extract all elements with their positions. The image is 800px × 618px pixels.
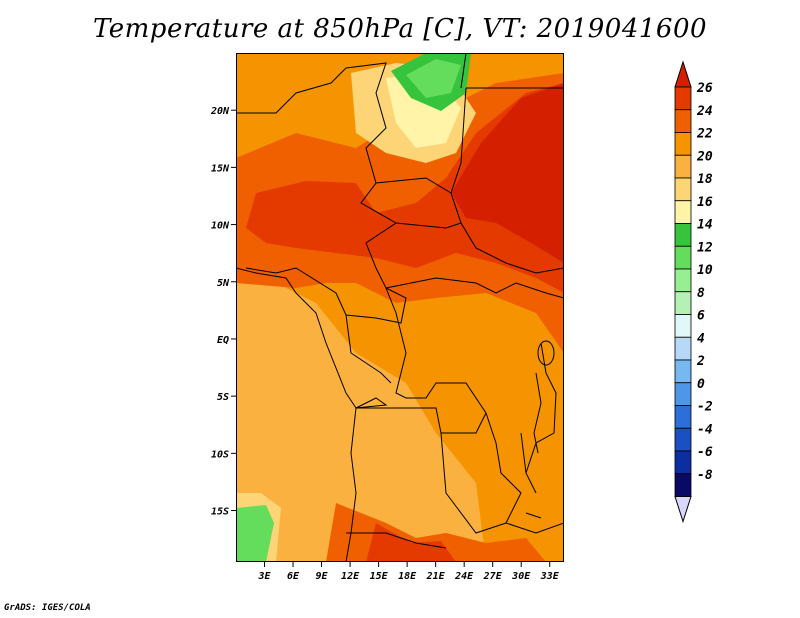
y-tick-label: 10N <box>211 221 230 232</box>
colorbar-label: 4 <box>697 331 705 346</box>
colorbar-segment <box>674 450 692 475</box>
y-tick-label: 15S <box>211 507 229 518</box>
colorbar-label: -8 <box>697 468 713 483</box>
colorbar-label: 20 <box>696 149 713 164</box>
colorbar-label: 2 <box>696 354 705 369</box>
x-tick-label: 27E <box>483 571 503 582</box>
x-tick-label: 3E <box>257 571 271 582</box>
colorbar-label: 24 <box>696 104 713 119</box>
x-tick-label: 9E <box>316 571 329 582</box>
y-tick-label: 5N <box>217 278 230 289</box>
colorbar-segment <box>674 86 692 111</box>
colorbar-segment <box>674 154 692 179</box>
colorbar-label: 8 <box>697 286 705 301</box>
colorbar-label: 26 <box>696 81 713 96</box>
y-tick-label: 5S <box>217 392 229 403</box>
field-south-24 <box>366 523 456 562</box>
temperature-map <box>236 53 564 562</box>
colorbar-segment <box>674 268 692 293</box>
x-tick-label: 33E <box>540 571 560 582</box>
field-warm-24 <box>246 83 564 293</box>
map-frame <box>236 53 564 562</box>
colorbar-segment <box>674 200 692 224</box>
y-tick-label: 15N <box>211 163 230 174</box>
colorbar-over-triangle <box>674 60 692 88</box>
x-tick-label: 6E <box>287 571 300 582</box>
colorbar-under-triangle <box>674 496 692 524</box>
y-tick-label: 10S <box>211 449 229 460</box>
colorbar-segment <box>674 177 692 202</box>
colorbar-label: 0 <box>697 377 705 392</box>
colorbar-segment <box>674 405 692 429</box>
country-borders <box>236 53 564 562</box>
y-tick-label: EQ <box>217 335 229 346</box>
x-tick-label: 24E <box>454 571 474 582</box>
lakes <box>520 340 555 519</box>
colorbar-segment <box>674 223 692 247</box>
x-tick-label: 21E <box>426 571 446 582</box>
colorbar-segment <box>674 427 692 452</box>
colorbar-label: 6 <box>697 309 705 324</box>
colorbar-label: 18 <box>697 172 713 187</box>
colorbar-label: -6 <box>697 445 713 460</box>
colorbar-segment <box>674 314 692 338</box>
colorbar-label: 22 <box>696 127 713 142</box>
colorbar-segment <box>674 382 692 406</box>
colorbar-segment <box>674 109 692 133</box>
map-title: Temperature at 850hPa [C], VT: 201904160… <box>92 14 708 44</box>
grads-credit: GrADS: IGES/COLA <box>4 603 91 613</box>
x-tick-label: 30E <box>511 571 531 582</box>
field-north-10 <box>406 59 461 98</box>
colorbar-label: -2 <box>697 400 713 415</box>
axis-ticks: 3E 6E 9E 12E 15E 18E 21E 24E 27E 30E 33E 20N 15N 10N 5… <box>210 106 560 582</box>
colorbar-segment <box>674 336 692 361</box>
colorbar-segment <box>674 473 692 497</box>
x-tick-label: 18E <box>398 571 417 582</box>
y-tick-label: 20N <box>210 106 230 117</box>
colorbar-segment <box>674 359 692 384</box>
x-tick-label: 15E <box>370 571 389 582</box>
colorbar-label: 10 <box>697 263 713 278</box>
x-tick-label: 12E <box>341 571 360 582</box>
colorbar-segment <box>674 132 692 156</box>
colorbar-segment <box>674 245 692 270</box>
colorbar-label: -4 <box>697 422 713 437</box>
colorbar-label: 12 <box>697 240 713 255</box>
colorbar-segment <box>674 291 692 315</box>
colorbar-label: 14 <box>697 218 713 233</box>
map-canvas <box>236 53 564 562</box>
field-warm-26 <box>451 83 564 263</box>
colorbar-label: 16 <box>697 195 713 210</box>
field-sw-10 <box>236 505 274 562</box>
